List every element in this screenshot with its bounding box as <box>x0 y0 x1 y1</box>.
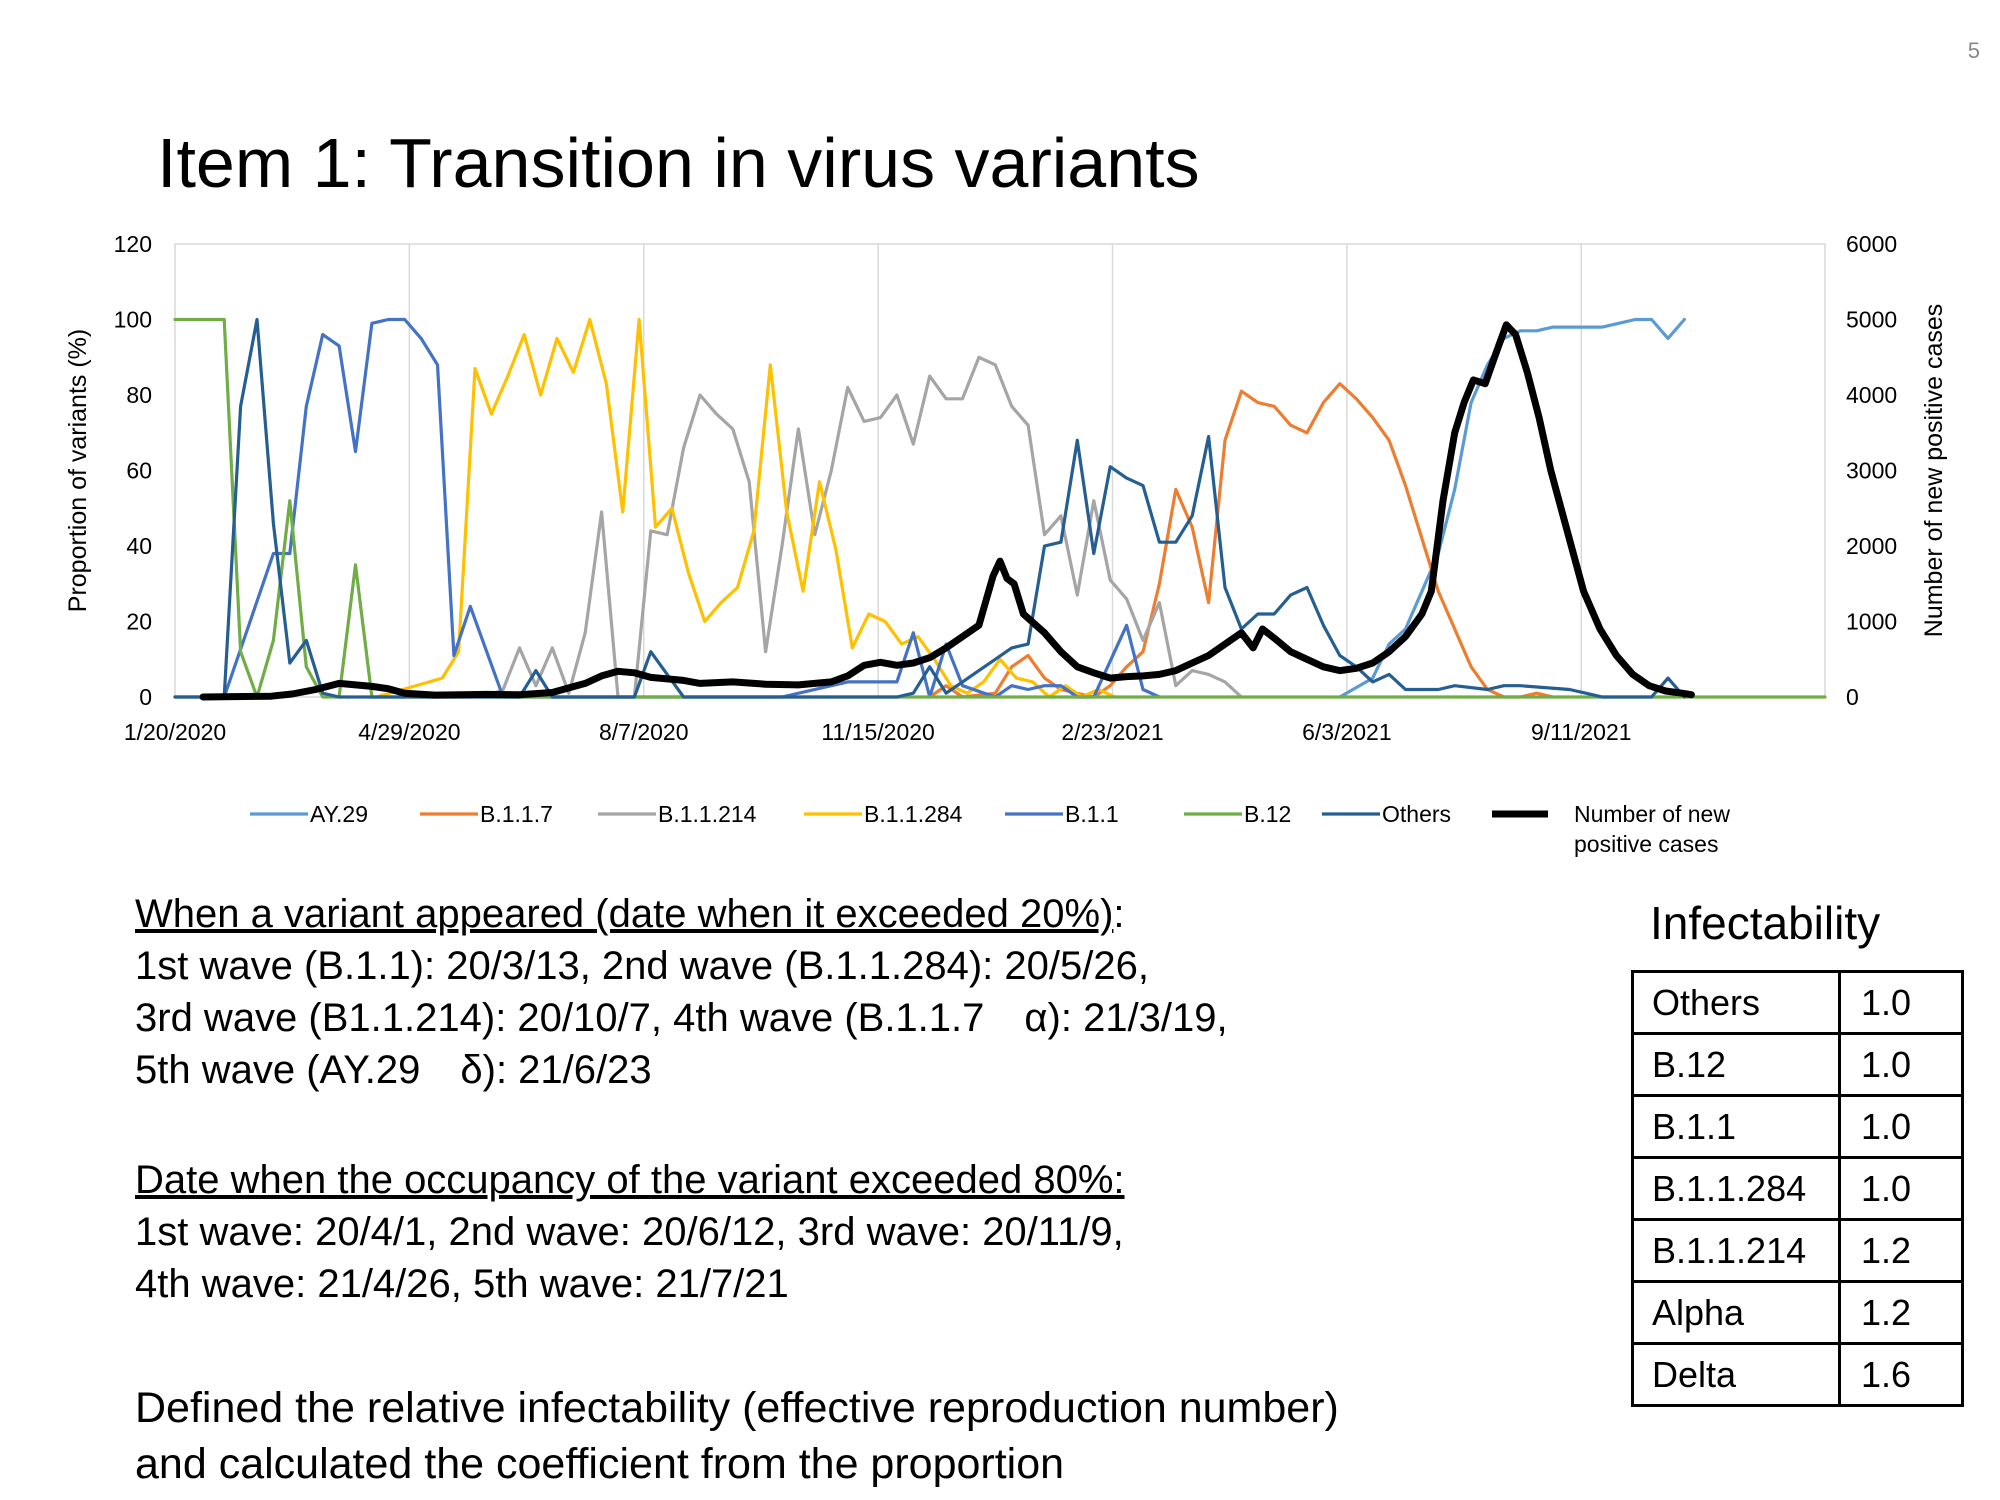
variant-occupancy-notes: Date when the occupancy of the variant e… <box>135 1154 1125 1310</box>
x-tick-label: 8/7/2020 <box>599 719 689 745</box>
infectability-value-cell: 1.2 <box>1838 1280 1964 1345</box>
infectability-value-cell: 1.2 <box>1838 1218 1964 1283</box>
legend-label: B.1.1.214 <box>658 801 757 827</box>
series-line-b-12 <box>173 317 1827 699</box>
y-tick-label: 80 <box>126 382 152 408</box>
appearance-heading-colon: : <box>1113 892 1125 936</box>
infectability-value-cell: 1.0 <box>1838 970 1964 1035</box>
infectability-table: Others 1.0 B.12 1.0 B.1.1 1.0 B.1.1.284 1.0 B.1.… <box>1631 970 1964 1407</box>
infectability-notes: Defined the relative infectability (effe… <box>135 1380 1339 1492</box>
infectability-row: Others 1.0 <box>1631 970 1964 1035</box>
series-line-b-1-1 <box>173 317 1162 699</box>
variant-name-cell: Alpha <box>1631 1280 1841 1345</box>
infectability-row: Alpha 1.2 <box>1631 1280 1964 1345</box>
y2-tick-label: 4000 <box>1846 382 1897 408</box>
infectability-row: B.1.1.284 1.0 <box>1631 1156 1964 1221</box>
infectability-value-cell: 1.0 <box>1838 1094 1964 1159</box>
infectability-row: B.1.1 1.0 <box>1631 1094 1964 1159</box>
y-tick-label: 120 <box>114 231 152 257</box>
legend-label: AY.29 <box>310 801 368 827</box>
y-tick-label: 40 <box>126 533 152 559</box>
y2-tick-label: 5000 <box>1846 307 1897 333</box>
series-line-number-of-new <box>199 321 1695 701</box>
x-tick-label: 2/23/2021 <box>1061 719 1163 745</box>
appearance-heading: When a variant appeared (date when it ex… <box>135 892 1114 936</box>
y-tick-label: 0 <box>139 684 152 710</box>
series-line-others <box>173 317 1687 699</box>
infectability-row: B.12 1.0 <box>1631 1032 1964 1097</box>
infectability-line-2: and calculated the coefficient from the … <box>135 1440 1065 1488</box>
y-tick-label: 100 <box>114 307 152 333</box>
infectability-title: Infectability <box>1650 897 1881 949</box>
y-tick-label: 60 <box>126 458 152 484</box>
y-axis-title: Proportion of variants (%) <box>64 329 92 612</box>
series-line-ay-29 <box>1338 317 1687 699</box>
occupancy-line-1: 1st wave: 20/4/1, 2nd wave: 20/6/12, 3rd… <box>135 1210 1124 1254</box>
y2-tick-label: 0 <box>1846 684 1859 710</box>
variant-transition-chart: 1/20/2020 4/29/2020 8/7/2020 11/15/2020 2/23… <box>64 231 1948 857</box>
series-line-b-1-1-7 <box>928 382 1555 699</box>
occupancy-heading: Date when the occupancy of the variant e… <box>135 1158 1125 1202</box>
page-number: 5 <box>1967 38 1980 63</box>
variant-name-cell: Others <box>1631 970 1841 1035</box>
y2-tick-label: 1000 <box>1846 609 1897 635</box>
y2-tick-label: 6000 <box>1846 231 1897 257</box>
variant-appearance-notes: When a variant appeared (date when it ex… <box>135 888 1228 1096</box>
slide-title: Item 1: Transition in virus variants <box>157 124 1200 202</box>
plot-area <box>174 243 1826 698</box>
y2-axis-title: Number of new positive cases <box>1920 304 1948 637</box>
y-tick-label: 20 <box>126 609 152 635</box>
y2-tick-label: 2000 <box>1846 533 1897 559</box>
x-tick-label: 1/20/2020 <box>124 719 226 745</box>
variant-name-cell: B.1.1 <box>1631 1094 1841 1159</box>
y2-tick-label: 3000 <box>1846 458 1897 484</box>
infectability-value-cell: 1.0 <box>1838 1032 1964 1097</box>
legend-label: B.1.1 <box>1065 801 1119 827</box>
variant-name-cell: Delta <box>1631 1342 1841 1407</box>
legend-label: B.1.1.284 <box>864 801 963 827</box>
infectability-value-cell: 1.6 <box>1838 1342 1964 1407</box>
infectability-value-cell: 1.0 <box>1838 1156 1964 1221</box>
infectability-row: B.1.1.214 1.2 <box>1631 1218 1964 1283</box>
occupancy-line-2: 4th wave: 21/4/26, 5th wave: 21/7/21 <box>135 1262 789 1306</box>
variant-name-cell: B.1.1.214 <box>1631 1218 1841 1283</box>
series-line-b-1-1-214 <box>485 355 1244 699</box>
legend-label: Others <box>1382 801 1451 827</box>
appearance-line-3: 5th wave (AY.29 δ): 21/6/23 <box>135 1048 652 1092</box>
appearance-line-2: 3rd wave (B1.1.214): 20/10/7, 4th wave (… <box>135 996 1228 1040</box>
infectability-row: Delta 1.6 <box>1631 1342 1964 1407</box>
variant-name-cell: B.1.1.284 <box>1631 1156 1841 1221</box>
legend-label: B.12 <box>1244 801 1291 827</box>
legend-label: Number of new positive cases <box>1574 801 1730 857</box>
appearance-line-1: 1st wave (B.1.1): 20/3/13, 2nd wave (B.1… <box>135 944 1149 988</box>
x-tick-label: 9/11/2021 <box>1531 719 1632 745</box>
x-tick-label: 6/3/2021 <box>1302 719 1392 745</box>
legend-label: B.1.1.7 <box>480 801 553 827</box>
x-tick-label: 4/29/2020 <box>358 719 460 745</box>
infectability-line-1: Defined the relative infectability (effe… <box>135 1384 1339 1432</box>
x-tick-label: 11/15/2020 <box>821 719 934 745</box>
series-line-b-1-1-284 <box>375 317 1117 699</box>
variant-name-cell: B.12 <box>1631 1032 1841 1097</box>
